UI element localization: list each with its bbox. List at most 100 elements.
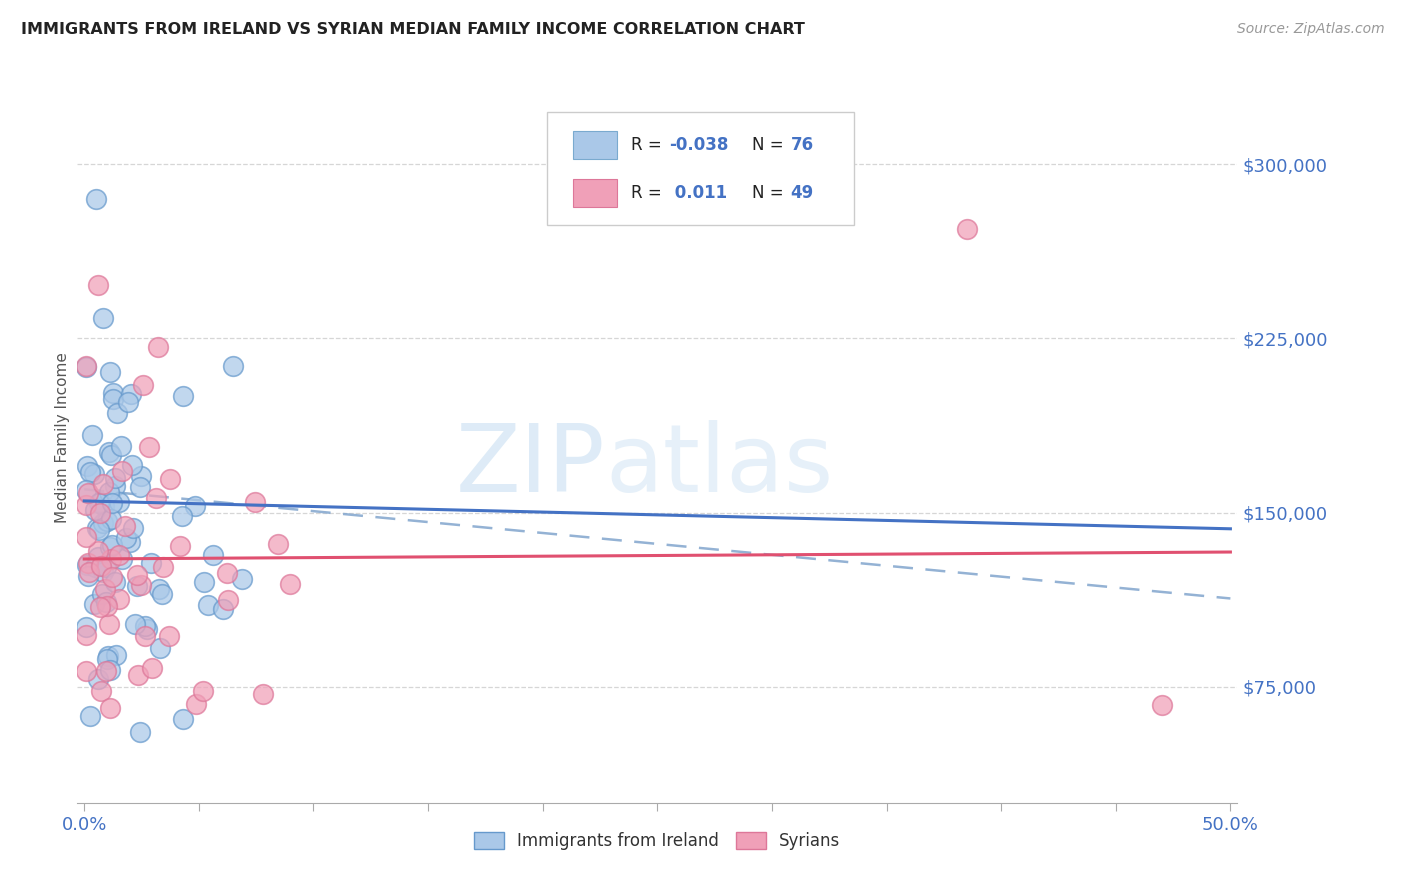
Point bbox=[76, 557, 98, 571]
Point bbox=[76, 530, 98, 544]
Text: 76: 76 bbox=[790, 136, 814, 154]
Point bbox=[132, 377, 155, 392]
Y-axis label: Median Family Income: Median Family Income bbox=[55, 351, 70, 523]
Point bbox=[76, 483, 98, 497]
Legend: Immigrants from Ireland, Syrians: Immigrants from Ireland, Syrians bbox=[467, 825, 848, 856]
Point bbox=[84, 192, 107, 206]
Point bbox=[77, 566, 100, 580]
Text: 49: 49 bbox=[790, 184, 814, 202]
Point bbox=[217, 566, 239, 580]
Point bbox=[193, 575, 215, 590]
Point bbox=[157, 629, 180, 643]
Point bbox=[211, 601, 233, 615]
Point bbox=[96, 664, 118, 678]
Point bbox=[76, 620, 98, 634]
Point bbox=[1150, 698, 1173, 713]
Point bbox=[96, 514, 118, 528]
Text: R =: R = bbox=[631, 136, 666, 154]
Point bbox=[222, 359, 245, 374]
Point bbox=[231, 572, 253, 586]
Point bbox=[172, 389, 194, 403]
Point bbox=[118, 535, 141, 549]
Point bbox=[125, 579, 148, 593]
Point bbox=[129, 479, 152, 493]
Point bbox=[145, 491, 167, 505]
Point bbox=[91, 587, 114, 601]
Point bbox=[89, 506, 111, 520]
Point bbox=[120, 387, 142, 401]
Point bbox=[148, 582, 170, 597]
Point bbox=[97, 617, 120, 632]
Point bbox=[197, 598, 219, 612]
Point bbox=[93, 582, 115, 596]
Point bbox=[76, 458, 98, 473]
FancyBboxPatch shape bbox=[572, 179, 617, 207]
Point bbox=[91, 477, 114, 491]
Point bbox=[89, 496, 111, 510]
Point bbox=[124, 616, 146, 631]
Point bbox=[93, 311, 115, 326]
Point bbox=[101, 538, 124, 552]
Point bbox=[956, 222, 979, 236]
Point bbox=[105, 406, 128, 420]
Point bbox=[89, 600, 111, 615]
Point bbox=[266, 536, 288, 550]
Text: ZIP: ZIP bbox=[456, 420, 605, 512]
Point bbox=[104, 470, 127, 484]
Point bbox=[76, 359, 98, 374]
Point bbox=[77, 568, 100, 582]
Point bbox=[152, 559, 174, 574]
Point bbox=[114, 532, 136, 546]
Point bbox=[79, 709, 101, 723]
Point bbox=[141, 661, 163, 675]
Point bbox=[76, 558, 98, 572]
Point bbox=[83, 467, 105, 482]
Point bbox=[127, 567, 149, 582]
Point bbox=[150, 587, 173, 601]
Text: 0.011: 0.011 bbox=[669, 184, 727, 202]
Point bbox=[82, 428, 104, 442]
Text: N =: N = bbox=[752, 184, 789, 202]
Point bbox=[84, 560, 107, 574]
Point bbox=[141, 557, 163, 571]
Point bbox=[100, 552, 122, 566]
Point bbox=[170, 508, 193, 523]
Point bbox=[87, 544, 110, 558]
Point bbox=[96, 560, 118, 574]
Point bbox=[184, 697, 207, 711]
Point bbox=[169, 539, 191, 553]
Point bbox=[108, 495, 131, 509]
Point bbox=[84, 503, 107, 517]
Point bbox=[117, 394, 139, 409]
Point bbox=[76, 664, 98, 678]
Point bbox=[138, 440, 160, 454]
Point bbox=[79, 466, 101, 480]
Text: atlas: atlas bbox=[605, 420, 834, 512]
Point bbox=[101, 392, 124, 407]
Point bbox=[111, 552, 134, 566]
Point bbox=[131, 468, 153, 483]
Point bbox=[97, 648, 120, 663]
Point bbox=[100, 448, 122, 462]
Point bbox=[100, 512, 122, 526]
Point bbox=[96, 652, 118, 666]
Point bbox=[134, 629, 156, 643]
Point bbox=[98, 445, 121, 459]
FancyBboxPatch shape bbox=[572, 131, 617, 159]
Text: Source: ZipAtlas.com: Source: ZipAtlas.com bbox=[1237, 22, 1385, 37]
Point bbox=[89, 495, 111, 509]
Point bbox=[159, 473, 181, 487]
Point bbox=[252, 687, 274, 701]
Point bbox=[105, 648, 128, 662]
Point bbox=[98, 663, 121, 677]
Point bbox=[280, 577, 302, 591]
Point bbox=[98, 484, 121, 499]
FancyBboxPatch shape bbox=[547, 112, 855, 225]
Point bbox=[98, 540, 121, 554]
Point bbox=[104, 479, 127, 493]
Point bbox=[96, 599, 118, 613]
Text: -0.038: -0.038 bbox=[669, 136, 728, 154]
Point bbox=[90, 559, 112, 574]
Point bbox=[129, 577, 152, 591]
Point bbox=[108, 591, 131, 606]
